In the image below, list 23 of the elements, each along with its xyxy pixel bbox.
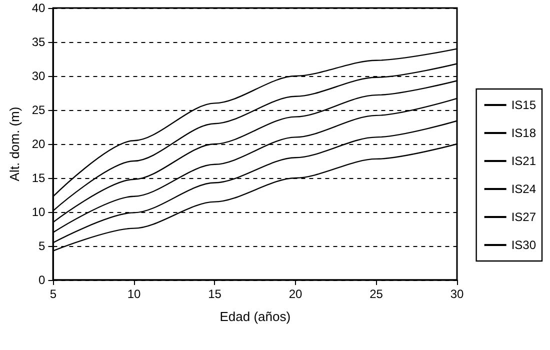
legend-label: IS15 bbox=[511, 98, 536, 112]
legend-label: IS30 bbox=[511, 238, 536, 252]
y-tick-label: 25 bbox=[32, 103, 46, 117]
y-tick-label: 5 bbox=[38, 239, 46, 253]
x-tick-label: 20 bbox=[288, 287, 302, 301]
legend-label: IS21 bbox=[511, 154, 536, 168]
x-tick-label: 25 bbox=[370, 287, 384, 301]
y-tick-label: 10 bbox=[32, 205, 46, 219]
legend-label: IS24 bbox=[511, 182, 536, 196]
x-tick-label: 15 bbox=[208, 287, 222, 301]
x-tick-label: 5 bbox=[50, 287, 57, 301]
y-tick-label: 15 bbox=[32, 171, 46, 185]
y-tick-label: 40 bbox=[32, 1, 46, 15]
legend-label: IS18 bbox=[511, 126, 536, 140]
x-tick-label: 10 bbox=[127, 287, 141, 301]
y-tick-label: 30 bbox=[32, 69, 46, 83]
y-tick-label: 0 bbox=[38, 273, 46, 287]
x-axis-title: Edad (años) bbox=[220, 309, 291, 324]
y-tick-label: 20 bbox=[32, 137, 46, 151]
legend-label: IS27 bbox=[511, 210, 536, 224]
x-tick-label: 30 bbox=[450, 287, 464, 301]
y-tick-label: 35 bbox=[32, 35, 46, 49]
y-axis-title: Alt. dom. (m) bbox=[7, 106, 22, 182]
